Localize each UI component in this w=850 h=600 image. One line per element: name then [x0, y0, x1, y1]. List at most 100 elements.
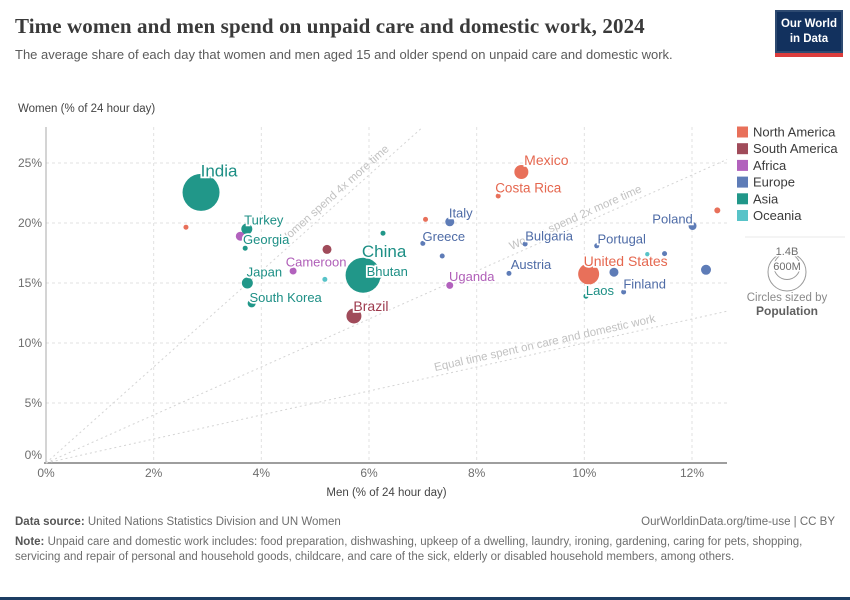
country-label-mexico[interactable]: Mexico	[522, 150, 570, 170]
data-point-brazil[interactable]	[346, 308, 362, 324]
legend-item-south-america[interactable]: South America	[737, 141, 838, 156]
legend-item-europe[interactable]: Europe	[737, 175, 795, 190]
reference-line	[45, 310, 728, 464]
country-label-south-korea[interactable]: South Korea	[248, 288, 325, 307]
country-label-brazil[interactable]: Brazil	[352, 296, 391, 316]
country-label-india[interactable]: India	[199, 160, 240, 183]
data-point-north-america-unlabeled[interactable]	[423, 216, 429, 222]
data-point-europe-unlabeled[interactable]	[439, 253, 445, 259]
size-legend-caption: Circles sized by	[747, 292, 828, 304]
data-point-laos[interactable]	[583, 293, 589, 299]
chart-note: Note: Unpaid care and domestic work incl…	[15, 536, 803, 564]
y-tick-label: 10%	[18, 336, 42, 350]
data-point-india[interactable]	[182, 173, 220, 211]
data-point-uganda[interactable]	[446, 281, 454, 289]
legend-swatch[interactable]	[737, 176, 748, 188]
data-point-poland[interactable]	[688, 222, 697, 230]
x-tick-label: 8%	[468, 466, 486, 480]
country-label-poland[interactable]: Poland	[651, 210, 695, 229]
y-tick-label: 25%	[18, 156, 42, 170]
legend-item-oceania[interactable]: Oceania	[737, 208, 802, 223]
legend-item-north-america[interactable]: North America	[737, 125, 836, 140]
data-point-italy[interactable]	[445, 217, 455, 227]
data-point-oceania-unlabeled[interactable]	[645, 252, 650, 257]
data-point-greece[interactable]	[420, 240, 426, 246]
country-label-georgia[interactable]: Georgia	[241, 230, 292, 249]
size-legend-caption-bold: Population	[756, 304, 818, 318]
data-point-turkey[interactable]	[241, 223, 253, 235]
country-label-united-states[interactable]: United States	[582, 251, 670, 271]
data-source: Data source: United Nations Statistics D…	[15, 516, 341, 528]
country-label-portugal[interactable]: Portugal	[596, 230, 648, 249]
data-point-europe-unlabeled[interactable]	[609, 267, 619, 277]
x-axis-title: Men (% of 24 hour day)	[326, 487, 446, 499]
data-point-africa-unlabeled[interactable]	[235, 231, 245, 241]
country-label-greece[interactable]: Greece	[421, 227, 467, 246]
country-label-finland[interactable]: Finland	[622, 275, 668, 294]
y-tick-label: 0%	[25, 448, 43, 462]
legend-label[interactable]: Africa	[753, 158, 787, 173]
scatter-chart: Women (% of 24 hour day) 0% 5% 10% 15% 20% 25%…	[18, 103, 845, 499]
data-point-georgia[interactable]	[242, 245, 248, 251]
y-tick-label: 20%	[18, 216, 42, 230]
country-label-japan[interactable]: Japan	[245, 263, 284, 282]
data-point-europe-unlabeled[interactable]	[662, 251, 668, 257]
size-legend-small-value: 600M	[773, 261, 801, 273]
data-point-bulgaria[interactable]	[522, 241, 528, 247]
legend-swatch[interactable]	[737, 143, 748, 155]
legend-swatch[interactable]	[737, 126, 748, 138]
legend-swatch[interactable]	[737, 159, 748, 171]
data-point-north-america-unlabeled[interactable]	[714, 207, 721, 214]
data-point-china[interactable]	[345, 257, 381, 293]
reference-line-label: Equal time spent on care and domestic wo…	[433, 313, 657, 374]
legend-label[interactable]: North America	[753, 125, 836, 140]
data-point-asia-unlabeled[interactable]	[380, 230, 386, 236]
country-label-cameroon[interactable]: Cameroon	[284, 253, 348, 272]
legend-label[interactable]: Asia	[753, 191, 779, 206]
data-point-europe-unlabeled[interactable]	[701, 264, 712, 275]
legend-item-asia[interactable]: Asia	[737, 191, 779, 206]
data-point-costa-rica[interactable]	[495, 193, 501, 199]
data-point-austria[interactable]	[506, 270, 512, 276]
legend-label[interactable]: South America	[753, 141, 838, 156]
data-point-oceania-unlabeled[interactable]	[322, 276, 328, 282]
chart-footer: Data source: United Nations Statistics D…	[15, 516, 835, 565]
y-axis-title: Women (% of 24 hour day)	[18, 103, 155, 115]
legend-swatch[interactable]	[737, 210, 748, 221]
data-point-mexico[interactable]	[514, 165, 529, 179]
data-point-united-states[interactable]	[578, 263, 600, 285]
country-label-costa-rica[interactable]: Costa Rica	[493, 179, 563, 198]
bottom-accent-bar	[0, 597, 850, 600]
size-legend-small-circle	[773, 253, 801, 280]
country-label-austria[interactable]: Austria	[509, 255, 554, 274]
country-label-turkey[interactable]: Turkey	[242, 211, 285, 230]
data-point-japan[interactable]	[241, 277, 253, 289]
country-label-china[interactable]: China	[360, 240, 408, 263]
page-title: Time women and men spend on unpaid care …	[15, 14, 645, 38]
x-tick-label: 2%	[145, 466, 163, 480]
owid-logo[interactable]: Our World in Data	[775, 10, 843, 57]
x-tick-label: 0%	[37, 466, 55, 480]
data-point-south-america-unlabeled[interactable]	[322, 244, 332, 254]
x-tick-label: 12%	[680, 466, 704, 480]
data-point-cameroon[interactable]	[289, 267, 297, 275]
country-label-bhutan[interactable]: Bhutan	[365, 262, 410, 281]
data-point-south-korea[interactable]	[247, 299, 256, 308]
data-point-finland[interactable]	[621, 289, 627, 295]
data-point-north-america-unlabeled[interactable]	[183, 224, 189, 230]
legend-label[interactable]: Europe	[753, 175, 795, 190]
y-tick-label: 5%	[25, 396, 43, 410]
country-label-bulgaria[interactable]: Bulgaria	[524, 227, 576, 246]
country-label-uganda[interactable]: Uganda	[447, 267, 497, 286]
legend-label[interactable]: Oceania	[753, 208, 802, 223]
size-legend-big-value: 1.4B	[776, 246, 799, 258]
x-tick-label: 10%	[572, 466, 596, 480]
legend-swatch[interactable]	[737, 193, 748, 205]
data-point-bhutan[interactable]	[376, 273, 382, 279]
country-label-italy[interactable]: Italy	[447, 204, 475, 223]
legend-item-africa[interactable]: Africa	[737, 158, 787, 173]
citation-link[interactable]: OurWorldinData.org/time-use | CC BY	[641, 516, 835, 528]
country-label-laos[interactable]: Laos	[584, 281, 616, 300]
reference-line-label: Women spend 4x more time	[276, 143, 391, 248]
data-point-portugal[interactable]	[594, 243, 600, 249]
